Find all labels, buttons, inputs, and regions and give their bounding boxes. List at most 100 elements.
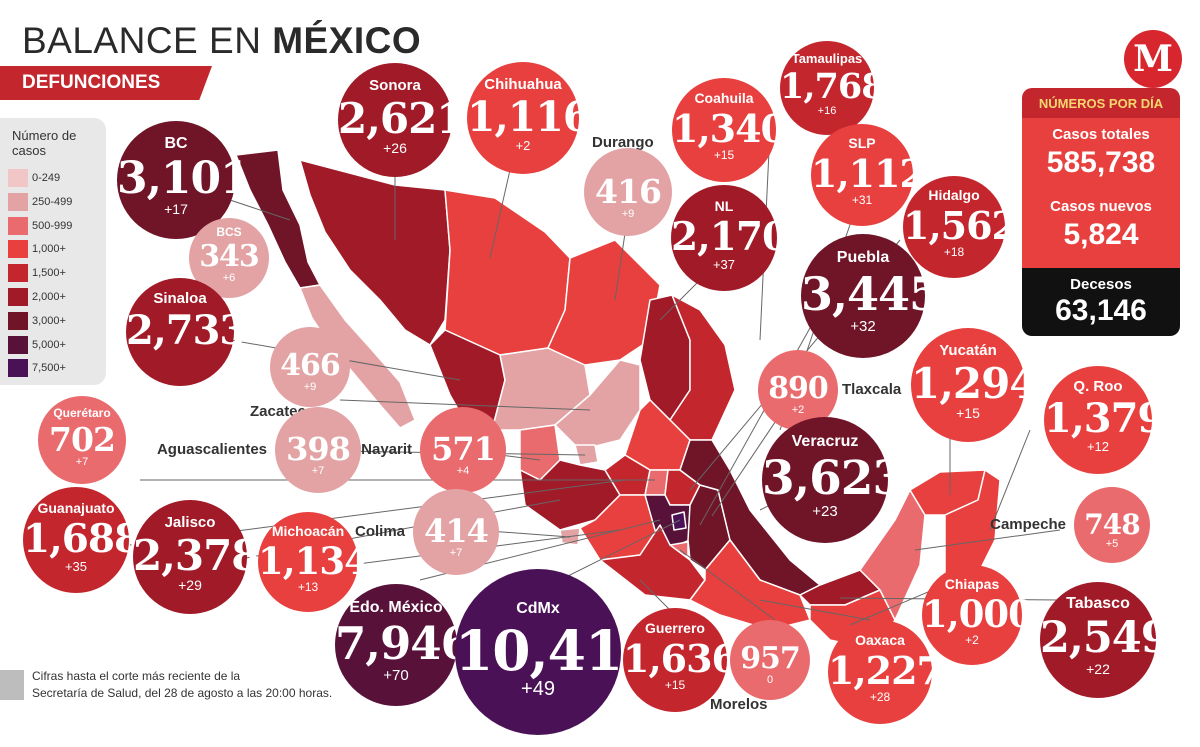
state-bubble-hidalgo: Hidalgo 1,562 +18 <box>903 176 1018 278</box>
state-name: Coahuila <box>694 90 754 107</box>
subtitle-banner: DEFUNCIONES <box>0 66 212 100</box>
state-value: 571 <box>431 430 496 469</box>
state-change: +2 <box>515 137 531 153</box>
state-name: Guanajuato <box>37 499 115 516</box>
state-value: 1,116 <box>467 92 591 141</box>
state-bubble-tabasco: Tabasco 2,549 +22 <box>1040 582 1171 698</box>
legend-swatch <box>8 311 28 330</box>
state-bubble-sonora: Sonora 2,621 +26 <box>338 63 466 177</box>
state-bubble-guanajuato: Guanajuato 1,688 +35 <box>23 487 141 593</box>
state-change: 0 <box>766 674 774 687</box>
state-change: +35 <box>64 558 88 574</box>
state-bubble-nl: NL 2,170 +37 <box>671 185 789 291</box>
new-cases-value: 5,824 <box>1063 218 1139 251</box>
state-bubble-jalisco: Jalisco 2,378 +29 <box>133 500 261 614</box>
legend-item: 500-999 <box>8 216 72 236</box>
legend-swatch <box>8 335 28 354</box>
footer-line-1: Cifras hasta el corte más reciente de la <box>32 669 241 683</box>
state-change: +7 <box>449 547 463 560</box>
state-value: 414 <box>424 512 489 551</box>
state-value: 466 <box>280 348 341 384</box>
state-bubble-nayarit: 571 +4 <box>420 407 506 493</box>
state-name: SLP <box>848 135 876 152</box>
state-change: +32 <box>850 318 876 336</box>
new-cases-label: Casos nuevos <box>1050 198 1152 215</box>
state-value: 1,562 <box>903 203 1018 249</box>
state-name: Tamaulipas <box>791 51 863 67</box>
state-change: +4 <box>456 465 470 478</box>
deaths-value: 63,146 <box>1055 294 1147 327</box>
state-name: NL <box>714 197 734 214</box>
state-change: +29 <box>178 577 202 594</box>
state-name: Puebla <box>836 249 890 267</box>
state-name: Hidalgo <box>928 187 980 204</box>
state-name: Colima <box>354 523 405 540</box>
state-value: 1,768 <box>780 66 886 108</box>
legend-item: 7,500+ <box>8 358 66 378</box>
state-name: Sonora <box>369 76 421 94</box>
legend-label: 0-249 <box>32 172 61 184</box>
state-value: 2,733 <box>126 307 247 355</box>
state-bubble-bc: BC 3,101 +17 <box>117 121 251 239</box>
state-name: Guerrero <box>645 620 705 637</box>
state-value: 890 <box>768 371 829 407</box>
legend-label: 5,000+ <box>32 338 66 351</box>
state-value: 1,294 <box>911 358 1039 408</box>
state-value: 1,636 <box>623 636 738 682</box>
legend-swatch <box>8 216 28 235</box>
state-name: Chihuahua <box>484 75 562 93</box>
legend-label: 2,000+ <box>32 291 66 303</box>
state-change: +7 <box>75 455 89 468</box>
state-bubble-tamaulipas: Tamaulipas 1,768 +16 <box>780 41 886 135</box>
legend-item: 5,000+ <box>8 335 66 355</box>
state-name: Morelos <box>710 696 768 713</box>
state-change: +23 <box>812 502 838 520</box>
state-shape-chihuahua <box>444 189 571 356</box>
state-change: +15 <box>664 678 686 693</box>
state-bubble-morelos: 957 0 <box>730 620 810 700</box>
state-value: 3,445 <box>801 267 941 322</box>
state-bubble-chiapas: Chiapas 1,000 +2 <box>922 565 1034 665</box>
state-change: +17 <box>164 201 188 218</box>
total-cases-value: 585,738 <box>1046 146 1156 179</box>
state-bubble-slp: SLP 1,112 +31 <box>811 124 926 226</box>
footer-line-2: Secretaría de Salud, del 28 de agosto a … <box>32 686 333 700</box>
state-value: 343 <box>199 239 260 275</box>
state-bubble-michoacan: Michoacán 1,134 +13 <box>258 512 370 612</box>
state-bubble-puebla: Puebla 3,445 +32 <box>801 234 941 358</box>
legend-title: Número de casos <box>12 128 77 158</box>
state-change: +13 <box>297 579 319 594</box>
state-value: 957 <box>740 641 801 677</box>
state-change: +15 <box>956 405 980 422</box>
state-shape-sonora <box>299 159 451 346</box>
state-change: +16 <box>817 104 837 117</box>
state-value: 2,621 <box>338 93 466 143</box>
legend-item: 2,000+ <box>8 287 66 307</box>
total-cases-label: Casos totales <box>1052 126 1150 143</box>
state-bubble-veracruz: Veracruz 3,623 +23 <box>762 417 905 543</box>
legend-swatch <box>8 169 28 187</box>
legend-label: 7,500+ <box>32 362 66 375</box>
state-shape-aguascalientes <box>574 444 599 466</box>
legend-swatch <box>8 264 28 283</box>
legend: Número de casos 0-249 250-499 500-999 1,000… <box>0 118 106 385</box>
state-value: 1,134 <box>258 539 370 584</box>
state-value: 1,379 <box>1044 395 1165 443</box>
milenio-logo: M <box>1124 30 1182 88</box>
state-value: 3,623 <box>762 450 905 506</box>
daily-numbers-panel: NÚMEROS POR DÍA Casos totales 585,738 Ca… <box>1022 88 1180 336</box>
legend-label: 1,500+ <box>32 267 66 280</box>
state-bubble-tlaxcala: 890 +2 <box>758 350 838 430</box>
state-value: 1,227 <box>828 648 943 694</box>
state-bubble-chihuahua: Chihuahua 1,116 +2 <box>467 62 591 174</box>
state-bubble-oaxaca: Oaxaca 1,227 +28 <box>828 620 943 724</box>
state-value: 3,101 <box>117 152 251 204</box>
legend-item: 0-249 <box>8 168 60 188</box>
state-bubble-zacatecas: 466 +9 <box>270 327 350 407</box>
legend-item: 3,000+ <box>8 311 66 331</box>
legend-label: 1,000+ <box>32 243 66 256</box>
state-value: 2,378 <box>133 530 261 580</box>
state-change: +9 <box>621 207 635 220</box>
state-change: +5 <box>1105 538 1119 551</box>
